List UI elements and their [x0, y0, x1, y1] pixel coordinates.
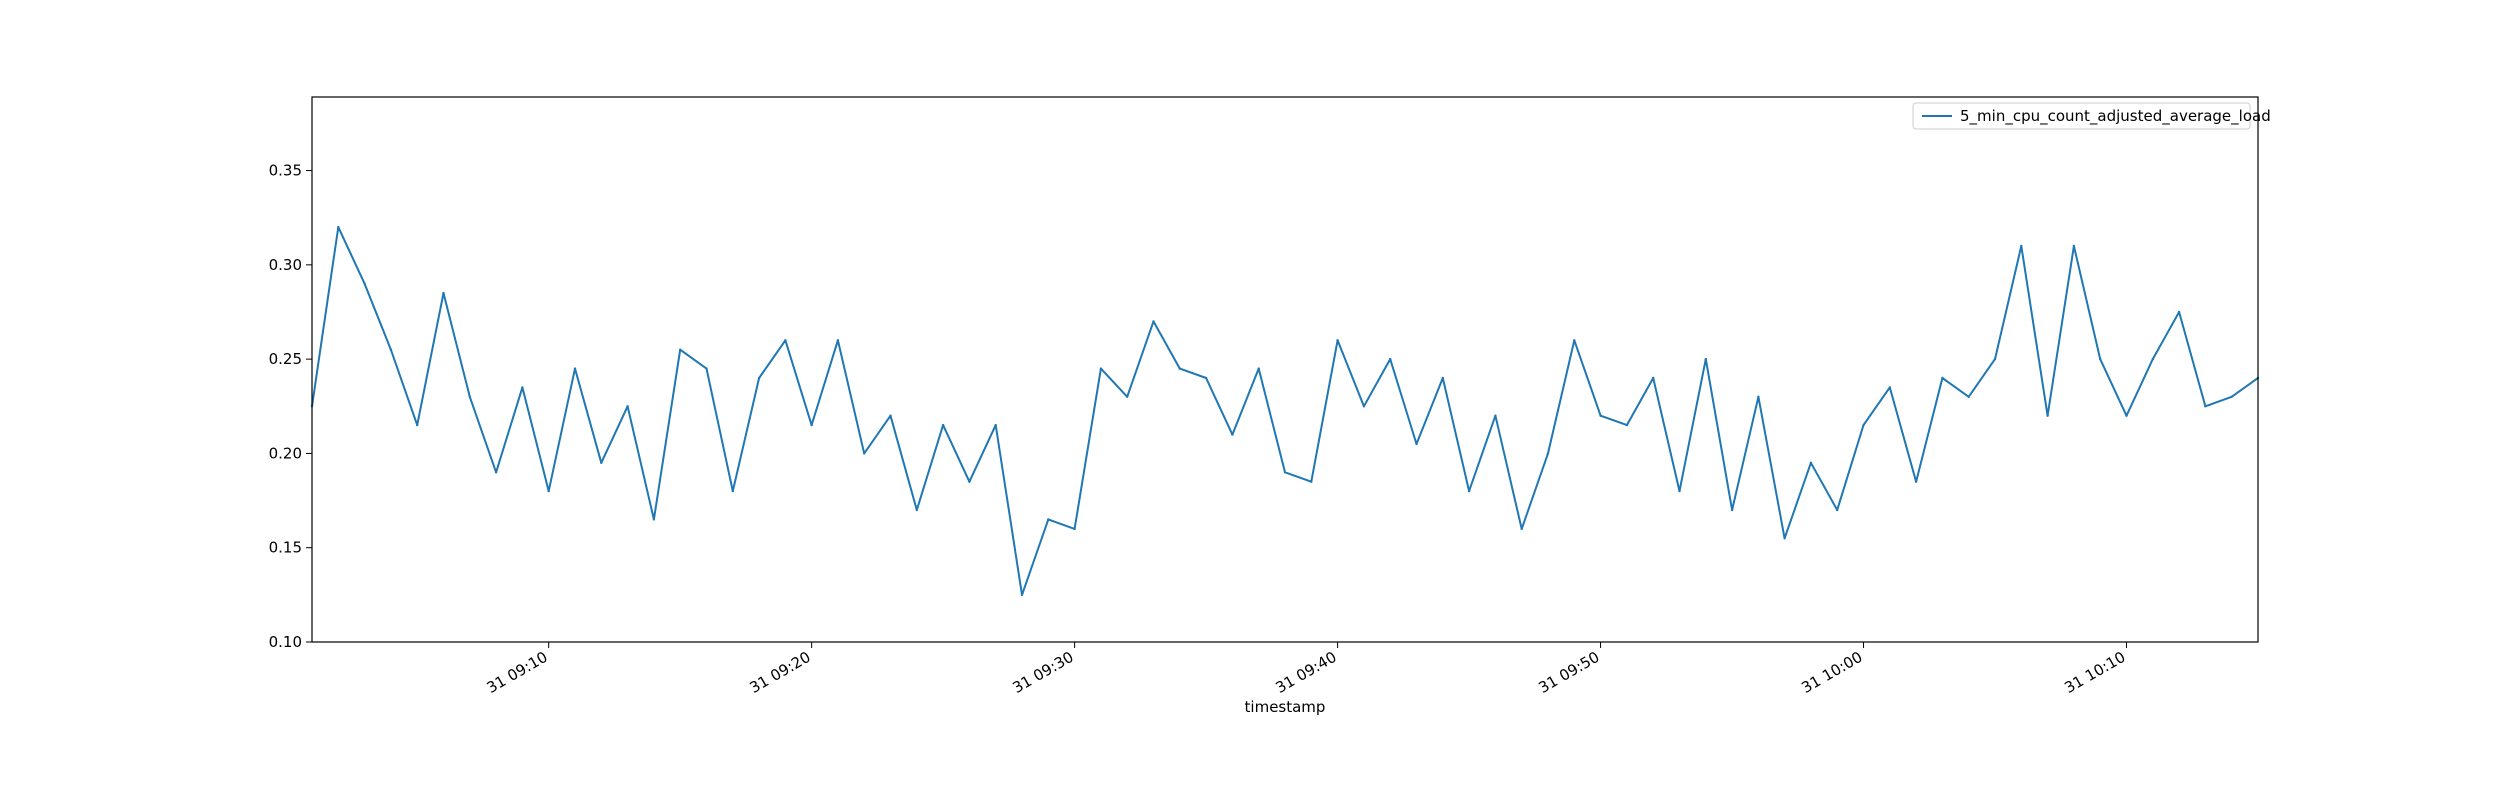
y-tick-label: 0.15 [269, 539, 302, 557]
y-tick-label: 0.20 [269, 444, 302, 462]
y-tick-label: 0.25 [269, 350, 302, 368]
legend-label: 5_min_cpu_count_adjusted_average_load [1960, 107, 2271, 126]
y-tick-label: 0.30 [269, 256, 302, 274]
y-axis: 0.10 0.15 0.20 0.25 0.30 0.35 [269, 162, 312, 651]
y-tick-label: 0.35 [269, 162, 302, 180]
legend: 5_min_cpu_count_adjusted_average_load [1912, 102, 2271, 130]
x-axis-title: timestamp [1245, 698, 1326, 716]
axes-frame [311, 96, 2259, 643]
y-tick-label: 0.10 [269, 633, 302, 651]
series-line [311, 226, 2259, 596]
legend-box [1912, 102, 2251, 130]
